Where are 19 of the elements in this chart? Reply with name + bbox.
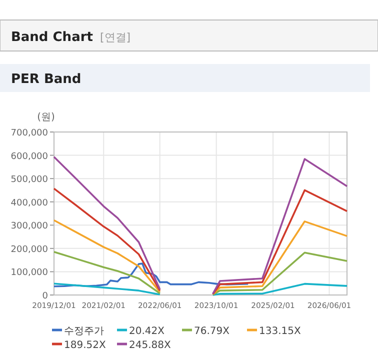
y-axis-title: (원) bbox=[37, 112, 55, 123]
legend-label: 수정주가 bbox=[64, 326, 104, 337]
y-tick-label: 700,000 bbox=[10, 128, 48, 138]
chart-title: Band Chart bbox=[11, 30, 93, 45]
y-tick-label: 0 bbox=[42, 292, 48, 302]
legend-label: 20.42X bbox=[129, 326, 165, 337]
legend-label: 133.15X bbox=[259, 326, 301, 337]
legend-label: 245.88X bbox=[129, 340, 171, 351]
y-tick-label: 300,000 bbox=[10, 222, 48, 232]
legend-label: 76.79X bbox=[194, 326, 230, 337]
legend-label: 189.52X bbox=[64, 340, 106, 351]
y-tick-label: 400,000 bbox=[10, 198, 48, 208]
y-tick-label: 600,000 bbox=[10, 152, 48, 162]
chart-subtitle: [연결] bbox=[100, 31, 131, 44]
y-tick-label: 500,000 bbox=[10, 175, 48, 186]
text: PER Band bbox=[11, 72, 82, 87]
y-tick-label: 200,000 bbox=[10, 244, 48, 255]
y-tick-label: 100,000 bbox=[10, 268, 48, 278]
line-series bbox=[53, 262, 249, 288]
